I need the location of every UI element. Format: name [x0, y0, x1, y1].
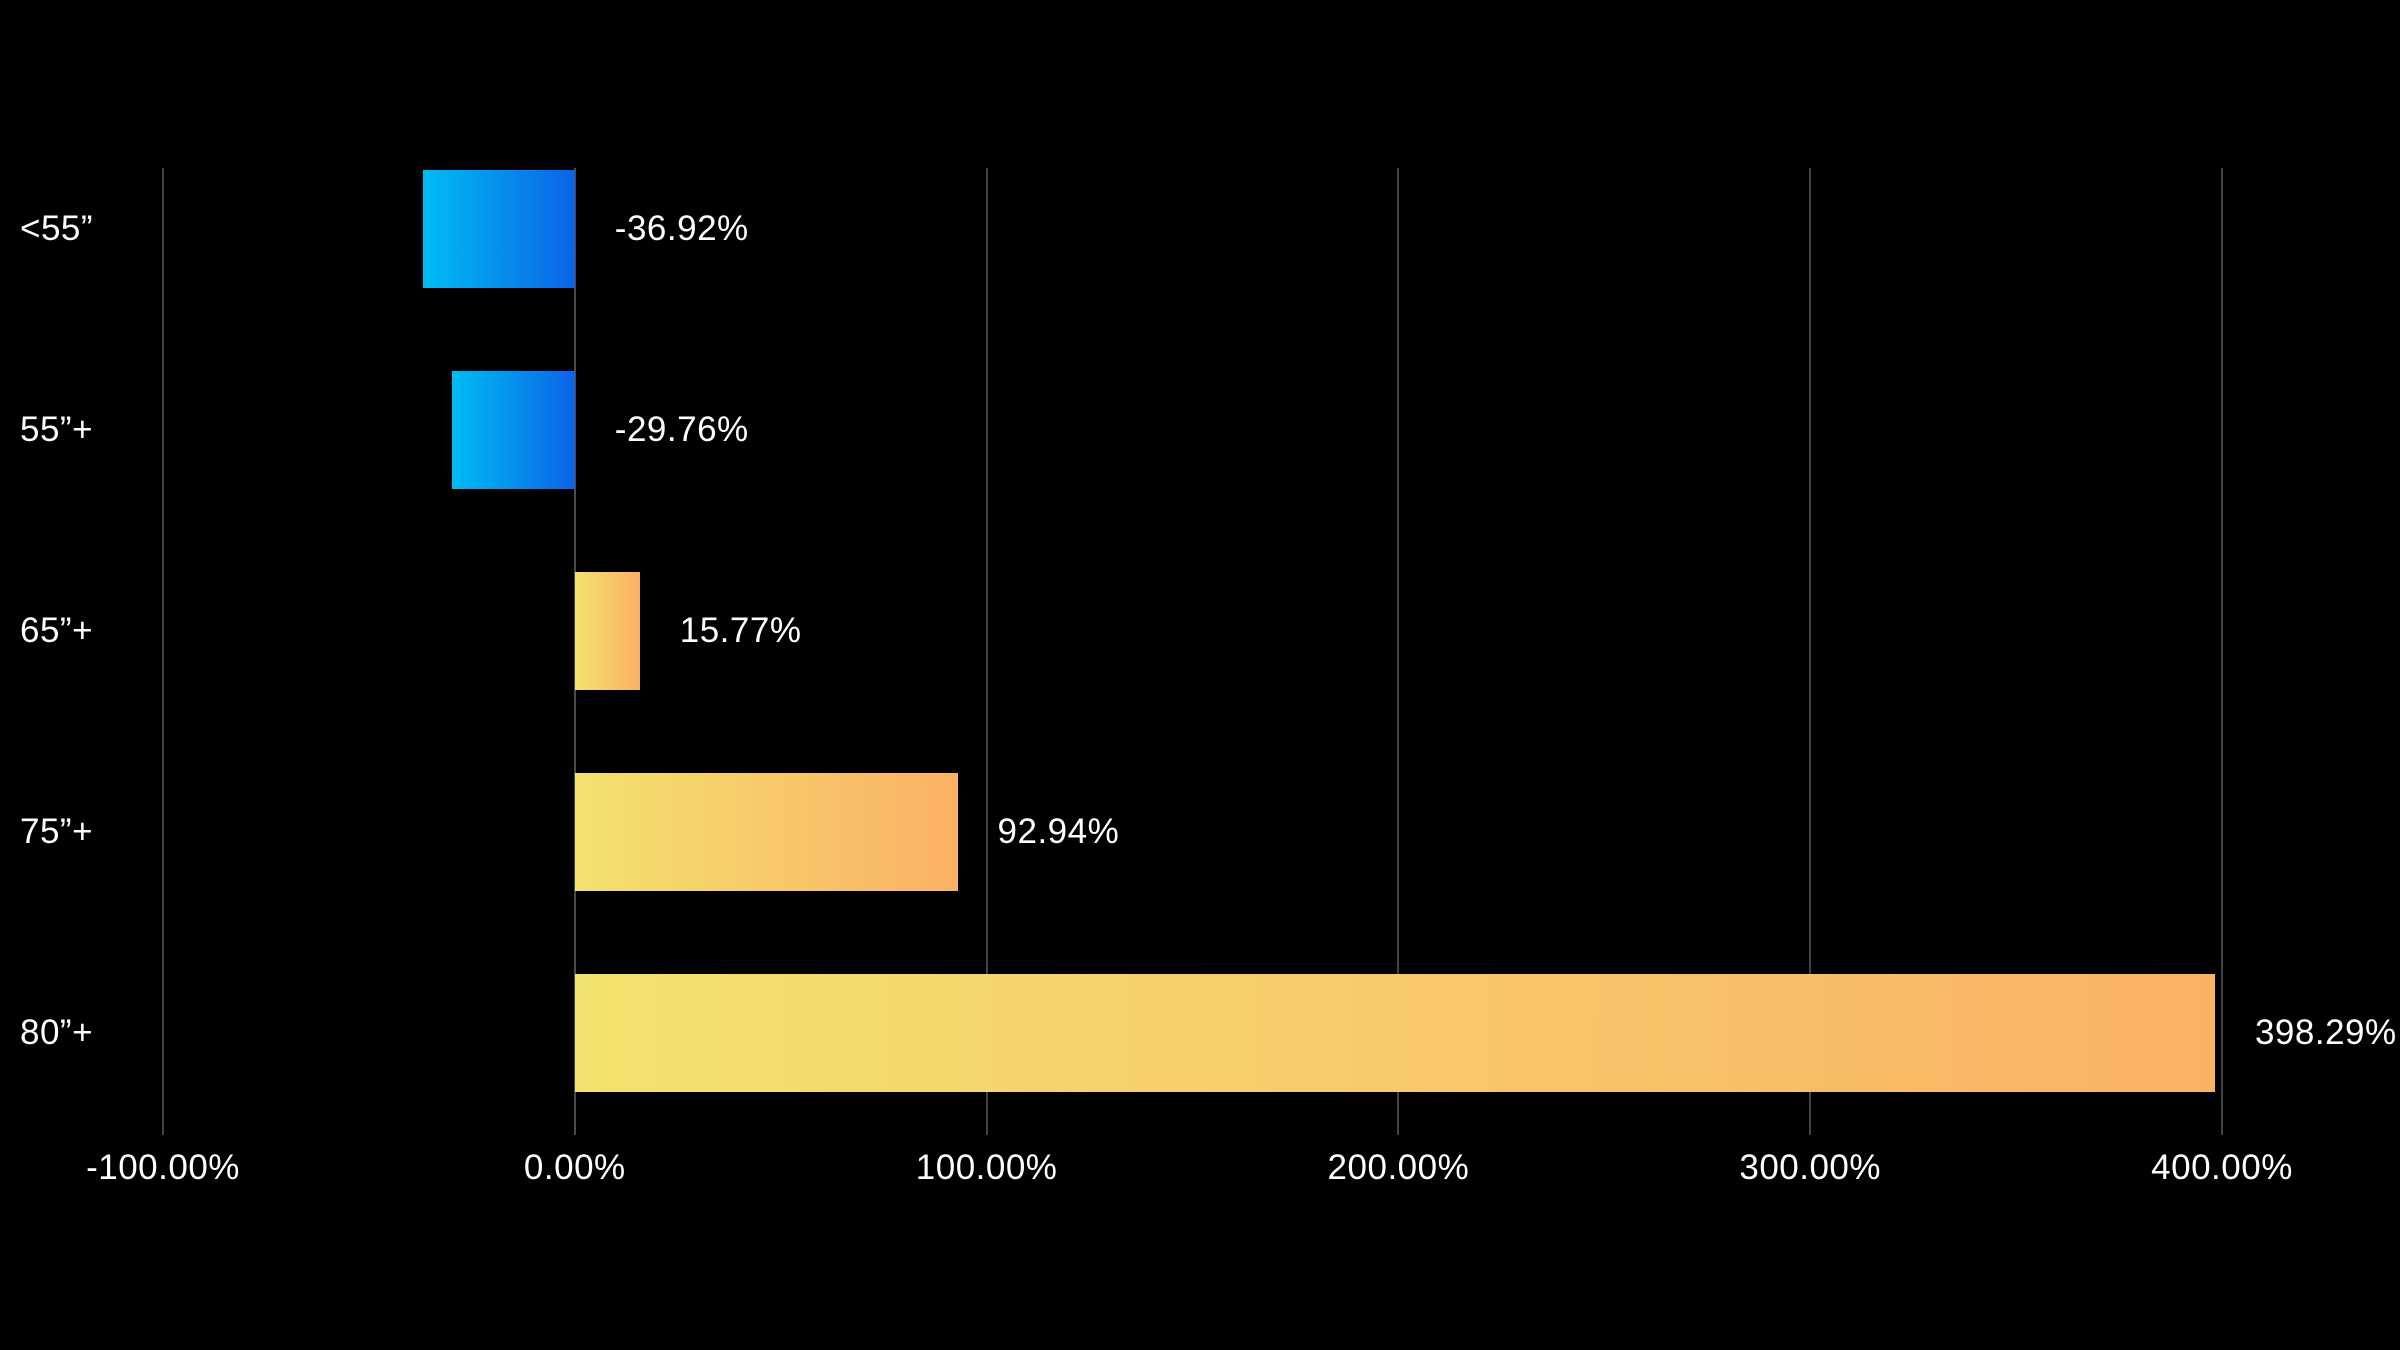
x-tick-label: 300.00%: [1739, 1148, 1882, 1187]
bar: [574, 773, 958, 891]
category-label: 80”+: [20, 1013, 94, 1052]
x-tick-label: -100.00%: [86, 1148, 240, 1187]
bar-value-label: 15.77%: [679, 611, 802, 650]
bar-value-label: 92.94%: [997, 812, 1120, 851]
x-tick-label: 400.00%: [2151, 1148, 2293, 1187]
bar: [452, 371, 575, 489]
x-tick-label: 0.00%: [523, 1148, 626, 1187]
bar: [422, 170, 575, 288]
bar-value-label: 398.29%: [2254, 1013, 2397, 1052]
bar: [574, 974, 2215, 1092]
category-label: 55”+: [20, 410, 94, 449]
category-label: 75”+: [20, 812, 94, 851]
bar-value-label: -36.92%: [614, 209, 749, 248]
x-tick-label: 200.00%: [1327, 1148, 1470, 1187]
bar: [574, 572, 640, 690]
category-label: <55”: [20, 209, 94, 248]
category-label: 65”+: [20, 611, 94, 650]
x-tick-label: 100.00%: [915, 1148, 1058, 1187]
bar-value-label: -29.76%: [614, 410, 749, 449]
gridline: [985, 168, 988, 1135]
gridline: [2221, 168, 2223, 1135]
gridline: [162, 168, 164, 1135]
gridline: [1397, 168, 1400, 1135]
gridline: [1809, 168, 1812, 1135]
